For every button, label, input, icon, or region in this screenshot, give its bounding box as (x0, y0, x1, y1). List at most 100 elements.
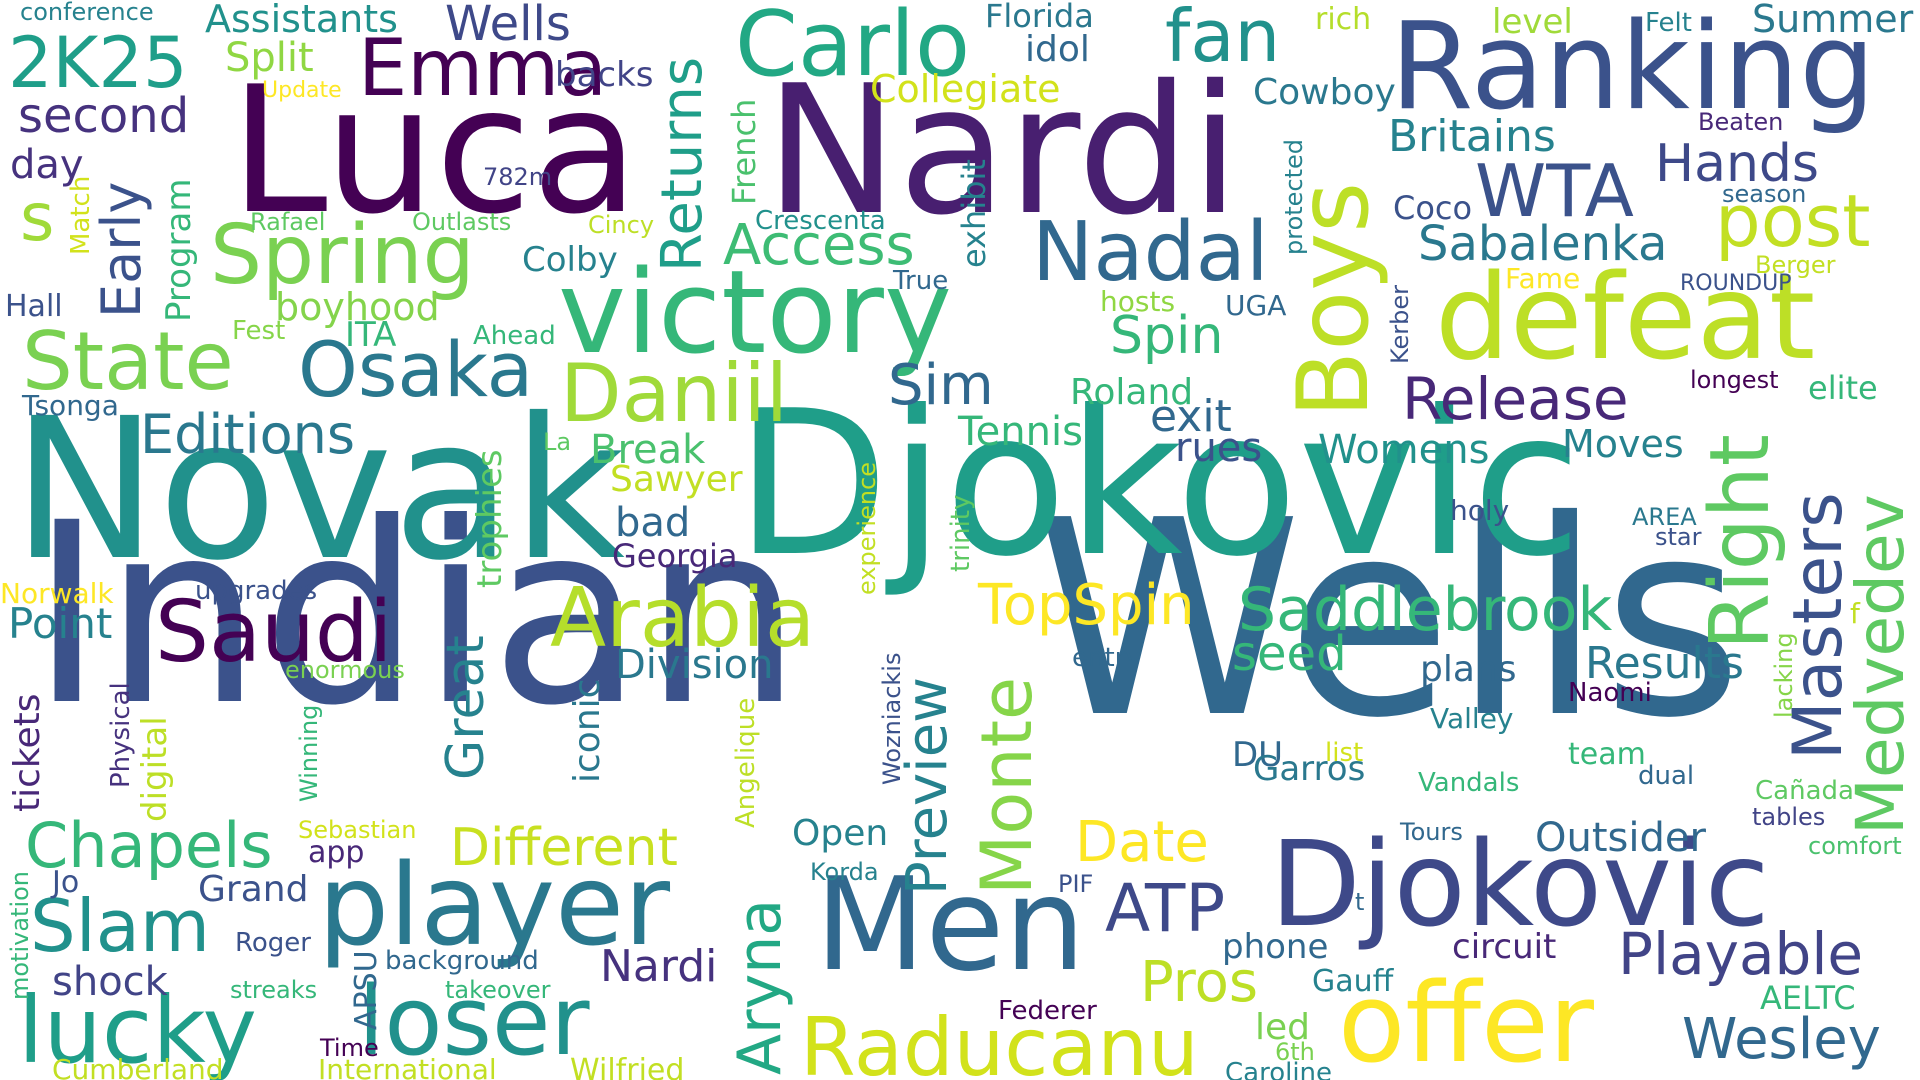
word-782m: 782m (483, 163, 553, 191)
word-tours: Tours (1400, 818, 1463, 846)
word-enormous: enormous (285, 656, 405, 684)
word-djokovic-medium: Djokovic (1270, 815, 1770, 953)
word-medvedev: Medvedev (1842, 494, 1919, 835)
word-sebastian: Sebastian (298, 816, 417, 844)
word-hosts: hosts (1100, 285, 1176, 318)
word-shock: shock (52, 959, 168, 1005)
word-georgia: Georgia (612, 537, 738, 575)
word-split: Split (225, 35, 314, 81)
word-topspin: TopSpin (978, 573, 1195, 638)
word-results: Results (1585, 638, 1744, 689)
word-update: Update (262, 78, 342, 103)
word-la: La (543, 428, 572, 456)
word-list: list (1325, 738, 1364, 768)
word-indian: Indian (30, 469, 802, 760)
word-tables: tables (1752, 803, 1826, 831)
word-kerber: Kerber (1386, 284, 1414, 364)
word-2k25: 2K25 (8, 22, 188, 104)
word-nardi-large: Nardi (765, 47, 1240, 254)
word-state: State (22, 315, 234, 408)
word-cowboy: Cowboy (1253, 72, 1396, 113)
word-tsonga: Tsonga (22, 389, 119, 422)
word-point: Point (8, 599, 113, 648)
word-team: team (1568, 737, 1646, 772)
word-du: DU (1232, 735, 1284, 775)
word-men: Men (815, 851, 1086, 1000)
word-coco: Coco (1393, 189, 1473, 227)
word-hands: Hands (1655, 134, 1820, 194)
word-background: background (385, 946, 539, 976)
word-atp: ATP (1105, 870, 1226, 947)
word-boyhood: boyhood (275, 285, 440, 329)
word-aryna: Aryna (725, 898, 795, 1075)
word-wilfried: Wilfried (570, 1053, 685, 1080)
word-victory: victory (558, 246, 953, 380)
word-takeover: takeover (445, 976, 551, 1004)
word-seed: seed (1232, 626, 1347, 682)
word-trinity: trinity (946, 494, 976, 572)
word-emma: Emma (358, 24, 608, 114)
word-nadal: Nadal (1032, 205, 1269, 300)
word-time: Time (320, 1034, 379, 1062)
word-season: season (1722, 180, 1807, 208)
word-roger: Roger (235, 928, 311, 958)
word-comfort: comfort (1808, 832, 1902, 860)
word-rues: rues (1175, 425, 1263, 471)
word-jo: Jo (52, 865, 80, 900)
word-outlasts: Outlasts (412, 208, 512, 236)
word-area: AREA (1632, 503, 1697, 531)
word-exit: exit (1150, 391, 1232, 442)
word-nardi-small: Nardi (600, 941, 718, 992)
word-backs: backs (555, 55, 654, 95)
word-access: Access (723, 213, 915, 278)
word-ita: ITA (345, 315, 397, 355)
word-roland: Roland (1070, 372, 1194, 413)
word-raducanu: Raducanu (800, 1001, 1199, 1080)
word-carlo: Carlo (735, 0, 971, 97)
word-norwalk: Norwalk (0, 577, 114, 610)
word-britains: Britains (1388, 111, 1556, 162)
word-ahead: Ahead (473, 321, 556, 351)
word-collegiate: Collegiate (870, 67, 1061, 111)
word-slam: Slam (30, 884, 210, 968)
word-exhibit: exhibit (955, 159, 993, 268)
word-wesley: Wesley (1682, 1007, 1881, 1072)
word-idol: idol (1025, 29, 1090, 70)
word-elite: elite (1808, 369, 1878, 407)
word-wells-small: Wells (445, 0, 571, 52)
word-motivation: motivation (6, 870, 34, 1000)
word-phone: phone (1222, 927, 1329, 967)
word-wozniackis: Wozniackis (878, 652, 906, 785)
word-different: Different (450, 818, 678, 878)
word-crescenta: Crescenta (755, 206, 886, 236)
word-fame: Fame (1505, 262, 1581, 295)
word-tickets: tickets (7, 693, 48, 813)
word-early: Early (90, 181, 153, 318)
word-monte: Monte (966, 676, 1048, 895)
word-playable: Playable (1618, 920, 1864, 988)
word-rafael: Rafael (250, 208, 326, 236)
word-led: led (1255, 1007, 1311, 1048)
word-winning: Winning (295, 704, 323, 802)
word-moves: Moves (1562, 422, 1684, 466)
word-fan: fan (1165, 0, 1281, 78)
word-sawyer: Sawyer (610, 459, 743, 500)
word-trophies: trophies (470, 449, 510, 588)
word-summer: Summer (1752, 0, 1914, 41)
word-holy: holy (1450, 494, 1510, 527)
word-pif: PIF (1058, 870, 1094, 898)
word-entry: entry (1072, 643, 1141, 673)
word-assistants: Assistants (205, 0, 398, 41)
word-lacking: lacking (1770, 632, 1798, 718)
word-streaks: streaks (230, 976, 318, 1004)
word-true: True (893, 266, 949, 296)
word-canada: Cañada (1755, 776, 1854, 806)
word-caroline: Caroline (1225, 1058, 1333, 1080)
word-rich: rich (1315, 2, 1372, 37)
word-physical: Physical (106, 682, 136, 788)
word-florida: Florida (985, 0, 1094, 35)
word-international: International (318, 1053, 497, 1080)
word-gauff: Gauff (1312, 964, 1394, 999)
word-cincy: Cincy (588, 211, 655, 239)
word-day: day (10, 142, 84, 188)
